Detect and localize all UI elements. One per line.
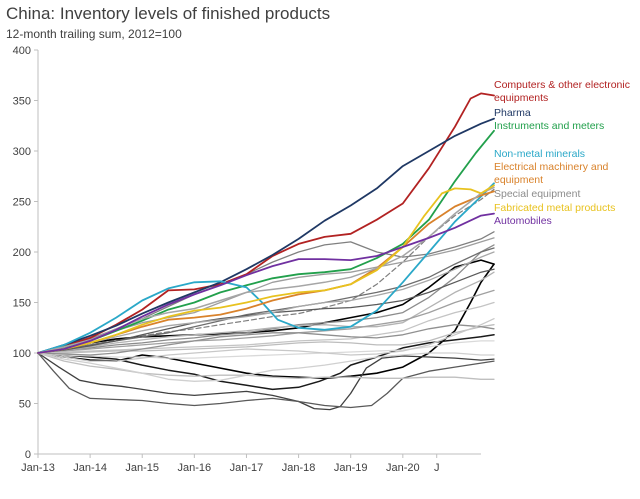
series-line-other-industry-15	[37, 324, 495, 354]
series-line-pharma	[37, 117, 495, 354]
x-tick-label: Jan-15	[125, 462, 159, 474]
legend-label: Non-metal minerals	[494, 148, 586, 161]
x-tick-label: Jan-17	[230, 462, 264, 474]
legend-item: Instruments and meters	[494, 120, 636, 133]
y-tick-label: 50	[19, 399, 31, 411]
series-line-other-industry-19	[37, 318, 495, 362]
series-line-other-industry-20	[37, 251, 495, 354]
series-line-computers-other-electronic-equipments	[37, 92, 495, 354]
legend-item: Electrical machinery and equipment	[494, 161, 636, 187]
y-tick-label: 150	[13, 298, 31, 310]
series-line-non-metal-minerals	[37, 182, 495, 354]
legend-label: equipment	[494, 174, 544, 187]
series-lines	[37, 92, 495, 411]
legend-item: Non-metal minerals	[494, 148, 636, 161]
series-line-other-industry-6	[37, 352, 495, 380]
series-line-other-industry-13	[37, 301, 495, 354]
legend-label: equipments	[494, 92, 549, 105]
x-tick-label: Jan-14	[73, 462, 107, 474]
x-tick-label: Jan-20	[386, 462, 420, 474]
y-tick-label: 100	[13, 348, 31, 360]
legend-item: Computers & other electronic equipments	[494, 79, 636, 105]
chart-axes: 0 50 100 150 200 250 300 350 400 Jan-13 Jan-14 Jan-…	[13, 45, 481, 474]
legend-label: Electrical machinery and	[494, 161, 609, 174]
series-line-other-industry-7	[37, 352, 495, 382]
series-line-other-industry-17	[37, 324, 495, 356]
series-line-other-industry-8	[37, 244, 495, 354]
x-tick-label: Jan-19	[334, 462, 368, 474]
x-tick-label: Jan-16	[178, 462, 212, 474]
series-line-fabricated-metal-products	[37, 184, 495, 354]
legend-item: Automobiles	[494, 215, 636, 228]
y-tick-label: 250	[13, 197, 31, 209]
legend-label: Pharma	[494, 106, 531, 119]
chart-title: China: Inventory levels of finished prod…	[6, 4, 331, 23]
x-tick-label: J	[434, 462, 440, 474]
series-line-other-industry-11	[37, 271, 495, 354]
y-tick-label: 400	[13, 45, 31, 57]
y-tick-label: 0	[25, 449, 31, 461]
series-line-other-industry-2	[37, 259, 495, 354]
series-line-automobiles	[37, 212, 495, 354]
series-line-other-industry-5	[37, 352, 495, 409]
x-tick-label: Jan-18	[282, 462, 316, 474]
legend-label: Fabricated metal products	[494, 201, 616, 214]
legend-label: Computers & other electronic	[494, 79, 630, 92]
legend-label: Special equipment	[494, 188, 581, 201]
y-tick-label: 350	[13, 96, 31, 108]
legend-label: Instruments and meters	[494, 119, 605, 132]
series-line-other-industry-12	[37, 289, 495, 354]
series-line-instruments-and-meters	[37, 129, 495, 354]
series-line-other-industry-16	[37, 340, 495, 359]
y-tick-label: 200	[13, 247, 31, 259]
chart-subtitle: 12-month trailing sum, 2012=100	[6, 27, 182, 41]
x-tick-label: Jan-13	[21, 462, 55, 474]
legend-label: Automobiles	[494, 214, 552, 227]
legend-item: Fabricated metal products	[494, 202, 636, 215]
legend-item: Special equipment	[494, 188, 636, 201]
y-tick-label: 300	[13, 146, 31, 158]
legend-item: Pharma	[494, 107, 636, 120]
